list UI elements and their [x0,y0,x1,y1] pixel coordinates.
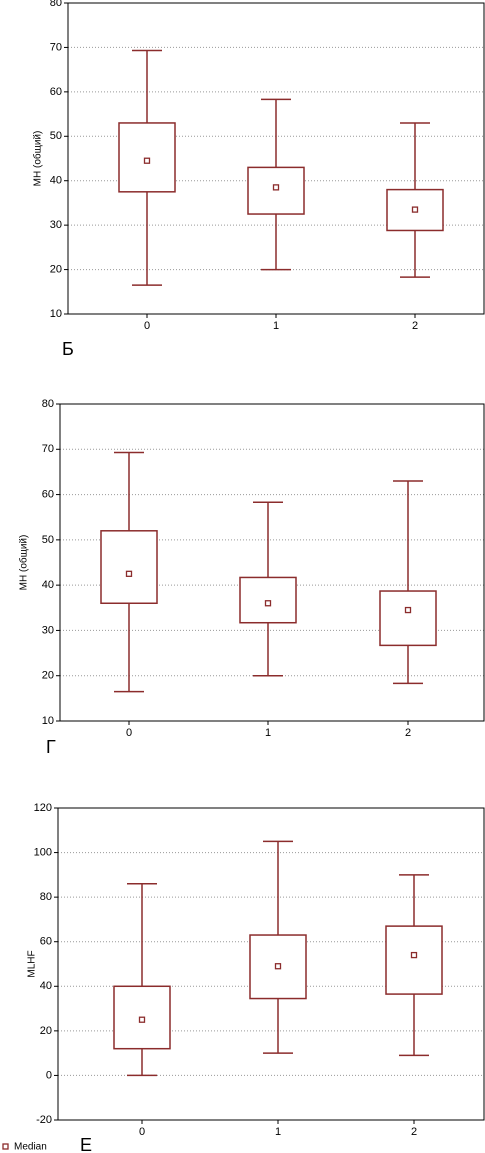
y-tick-label: 30 [50,219,62,231]
x-tick-label: 0 [144,320,150,332]
x-tick-label: 1 [273,320,279,332]
box [247,166,305,215]
median-marker [264,600,272,607]
y-tick-label: 20 [40,1025,52,1037]
y-tick-label: 60 [50,86,62,98]
x-tick-label: 1 [265,727,271,739]
y-tick-label: 20 [50,263,62,275]
y-tick-label: 120 [34,802,52,814]
y-tick-label: 40 [50,175,62,187]
y-tick-label: 100 [34,846,52,858]
panel-label: Г [46,737,56,757]
y-axis-label: МН (общий) [32,131,44,187]
y-tick-label: 80 [42,398,54,410]
median-marker [143,157,151,164]
x-tick-label: 0 [139,1126,145,1138]
panel-label: Е [80,1135,92,1153]
median-marker [272,184,280,191]
y-axis-label: МН (общий) [18,535,30,591]
y-tick-label: 70 [42,443,54,455]
box [379,590,437,647]
median-marker [138,1016,146,1023]
y-tick-label: 10 [50,308,62,320]
median-marker [410,951,418,959]
y-tick-label: 80 [50,0,62,9]
x-tick-label: 2 [405,727,411,739]
y-axis-label: MLHF [27,950,38,977]
panel-label: Б [62,339,74,359]
plot-frame [59,403,485,722]
y-tick-label: 0 [46,1069,52,1081]
x-tick-label: 2 [411,1126,417,1138]
x-tick-label: 1 [275,1126,281,1138]
y-tick-label: 50 [50,130,62,142]
box [239,576,297,624]
box [385,925,443,995]
legend-marker [2,1143,9,1150]
y-tick-label: 70 [50,41,62,53]
y-tick-label: 60 [40,936,52,948]
x-tick-label: 0 [126,727,132,739]
y-tick-label: 50 [42,534,54,546]
y-tick-label: 40 [42,579,54,591]
box [118,122,176,193]
y-tick-label: 60 [42,488,54,500]
median-marker [411,206,419,213]
median-marker [404,606,412,614]
y-tick-label: 10 [42,715,54,727]
plot-frame [57,807,485,1121]
y-tick-label: 30 [42,624,54,636]
median-marker [274,963,282,970]
y-tick-label: 20 [42,670,54,682]
x-tick-label: 2 [412,320,418,332]
median-marker [125,570,133,577]
y-tick-label: -20 [36,1114,52,1126]
box [100,530,158,605]
y-tick-label: 40 [40,980,52,992]
legend-label: Median [14,1142,47,1153]
y-tick-label: 80 [40,891,52,903]
